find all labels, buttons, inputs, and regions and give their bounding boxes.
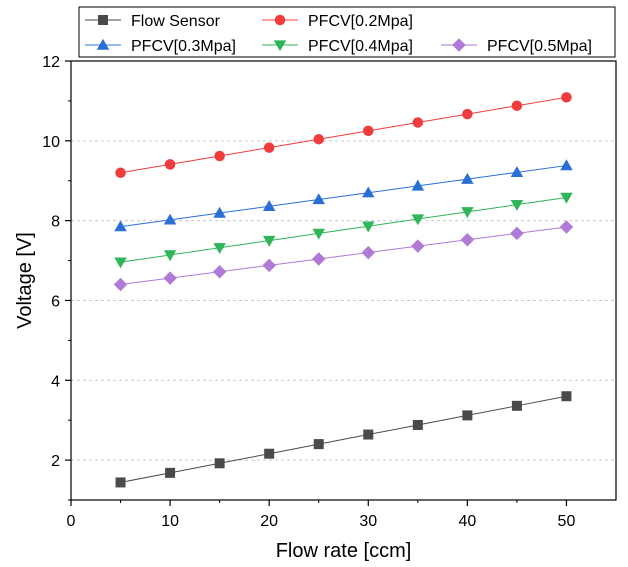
x-axis-title: Flow rate [ccm]: [276, 540, 412, 562]
series-1: [115, 92, 572, 178]
series-layer: [113, 92, 574, 488]
legend-item: PFCV[0.2Mpa]: [262, 13, 413, 30]
data-point: [362, 186, 375, 198]
y-axis-title: Voltage [V]: [14, 232, 36, 329]
data-point: [460, 233, 475, 247]
legend-marker: [98, 15, 108, 25]
series-line: [120, 96, 567, 174]
data-point: [114, 257, 127, 269]
data-point: [461, 207, 474, 219]
data-point: [559, 220, 574, 234]
legend-item: PFCV[0.5Mpa]: [441, 38, 592, 55]
data-point: [412, 419, 423, 430]
legend-marker: [452, 38, 466, 52]
data-point: [115, 167, 126, 178]
data-point: [263, 142, 275, 153]
data-point: [213, 206, 226, 218]
data-point: [560, 159, 573, 171]
grid-lines: [71, 60, 616, 461]
data-point: [163, 250, 177, 262]
x-tick-label: 0: [67, 513, 76, 530]
data-point: [313, 133, 324, 145]
data-point: [511, 400, 522, 411]
plot-frame: [70, 60, 617, 501]
data-point: [214, 150, 225, 162]
data-point: [510, 226, 524, 241]
data-point: [313, 439, 324, 450]
data-point: [363, 125, 374, 137]
series-line: [120, 165, 567, 228]
legend-label: PFCV[0.5Mpa]: [487, 38, 592, 55]
data-point: [113, 277, 128, 292]
legend-label: PFCV[0.4Mpa]: [308, 38, 413, 55]
legend-item: PFCV[0.3Mpa]: [85, 38, 236, 55]
data-point: [312, 193, 325, 205]
data-point: [114, 220, 127, 232]
data-point: [264, 448, 275, 459]
data-point: [312, 228, 325, 240]
y-tick-label: 6: [51, 293, 60, 310]
legend-label: PFCV[0.2Mpa]: [308, 13, 413, 30]
x-axis: 0 10 20 30 40 50: [67, 500, 576, 530]
data-point: [462, 410, 473, 421]
y-tick-label: 2: [51, 453, 60, 470]
legend-marker: [96, 38, 110, 50]
data-point: [214, 458, 225, 469]
data-point: [411, 179, 425, 191]
x-tick-label: 30: [359, 513, 377, 530]
series-3: [114, 192, 573, 269]
data-point: [213, 243, 226, 255]
data-point: [311, 252, 326, 266]
data-point: [510, 199, 524, 211]
data-point: [411, 214, 425, 226]
legend-item: PFCV[0.4Mpa]: [262, 38, 413, 55]
series-4: [113, 220, 574, 292]
data-point: [462, 108, 473, 120]
series-line: [120, 196, 567, 263]
data-point: [361, 245, 376, 260]
data-point: [164, 159, 176, 170]
series-line: [120, 395, 567, 483]
data-point: [561, 391, 572, 402]
legend-label: Flow Sensor: [131, 13, 221, 30]
y-tick-label: 10: [42, 134, 60, 151]
data-point: [262, 258, 276, 273]
data-point: [461, 172, 474, 184]
data-point: [212, 264, 227, 279]
legend-marker: [274, 14, 286, 26]
series-0: [115, 391, 572, 488]
data-point: [165, 467, 176, 478]
data-point: [163, 271, 177, 285]
data-point: [411, 239, 425, 253]
x-tick-label: 50: [558, 513, 576, 530]
x-tick-label: 10: [161, 513, 179, 530]
data-point: [561, 92, 572, 103]
data-point: [163, 213, 177, 225]
y-tick-label: 4: [51, 373, 60, 390]
data-point: [115, 477, 126, 488]
series-line: [120, 226, 567, 285]
data-point: [262, 235, 276, 247]
data-point: [363, 429, 374, 440]
y-axis: 2 4 6 8 10 12: [42, 54, 71, 501]
y-tick-label: 8: [51, 214, 60, 231]
x-tick-label: 20: [260, 513, 278, 530]
data-point: [560, 192, 573, 204]
series-2: [114, 159, 573, 232]
legend-marker: [273, 40, 287, 52]
x-tick-label: 40: [458, 513, 476, 530]
legend-item: Flow Sensor: [85, 13, 221, 30]
legend-box: [78, 6, 616, 58]
data-point: [412, 117, 424, 128]
y-tick-label: 12: [42, 54, 60, 71]
legend: Flow Sensor PFCV[0.2Mpa] PFCV[0.3Mpa] PFCV[…: [78, 6, 616, 58]
data-point: [510, 166, 524, 178]
data-point: [262, 200, 276, 211]
data-point: [362, 221, 375, 233]
data-point: [511, 100, 523, 111]
legend-label: PFCV[0.3Mpa]: [131, 38, 236, 55]
